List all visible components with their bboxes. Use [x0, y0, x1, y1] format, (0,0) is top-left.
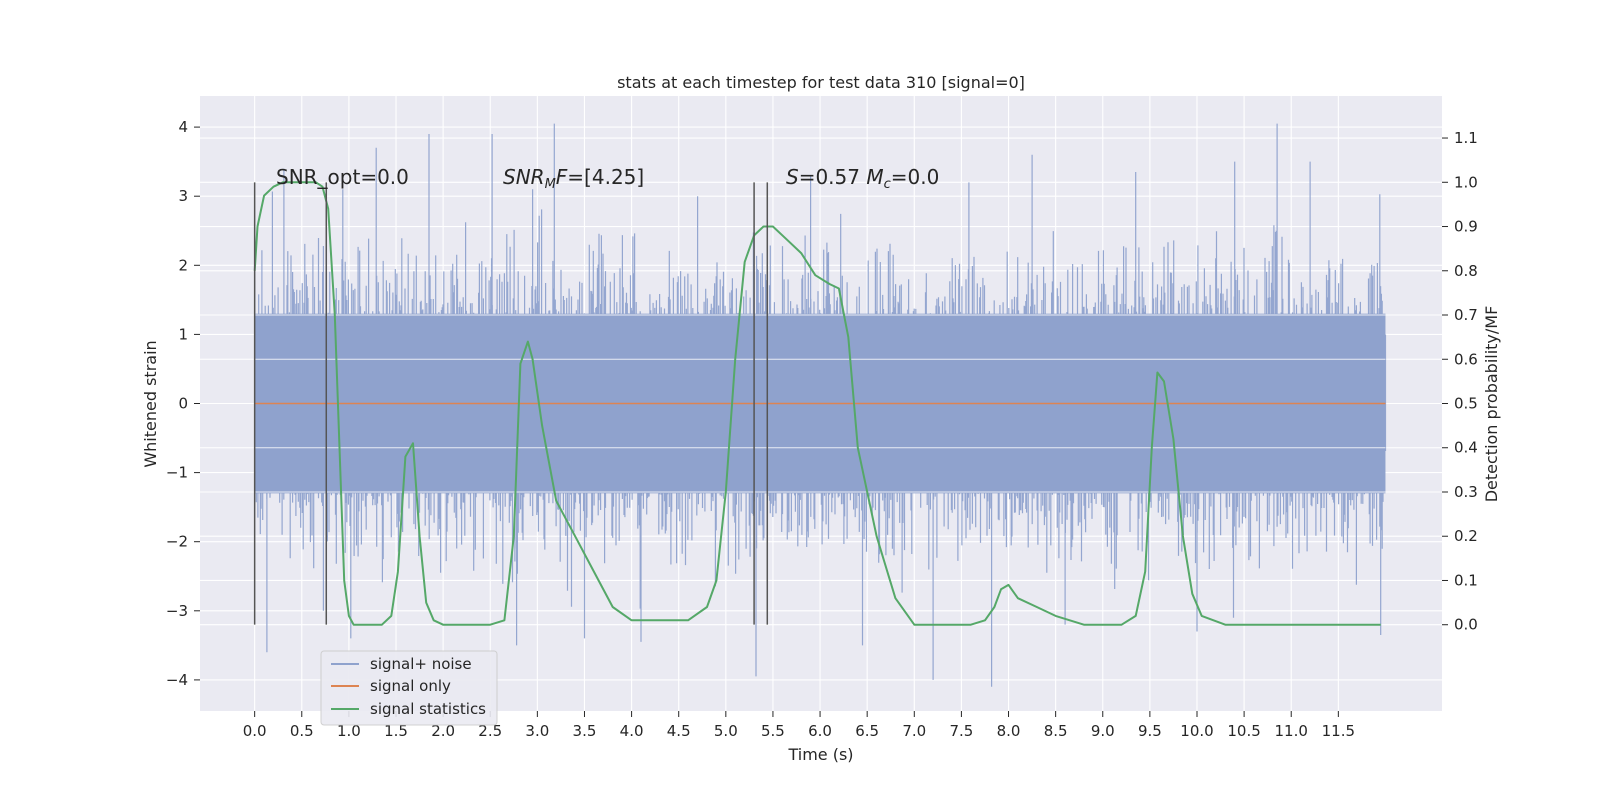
y-axis-label: Whitened strain — [141, 340, 160, 467]
x-tick-label: 3.0 — [525, 722, 549, 740]
signal-statistics-series — [253, 181, 1381, 626]
x-tick-label: 5.5 — [761, 722, 785, 740]
x-tick-label: 1.0 — [337, 722, 361, 740]
y-tick-label: 0 — [178, 395, 188, 413]
x-tick-label: 1.5 — [384, 722, 408, 740]
y2-tick-label: 0.5 — [1454, 395, 1478, 413]
annotation-snr-opt: SNR_opt=0.0 — [276, 165, 409, 189]
x-axis-label: Time (s) — [787, 745, 853, 764]
y2-tick-label: 0.4 — [1454, 439, 1478, 457]
annotation-s-mc: S=0.57 Mc=0.0 — [786, 165, 939, 192]
y-tick-label: −2 — [166, 533, 188, 551]
x-tick-label: 4.0 — [620, 722, 644, 740]
x-tick-label: 7.0 — [902, 722, 926, 740]
y-tick-label: −4 — [166, 671, 188, 689]
x-tick-label: 9.0 — [1091, 722, 1115, 740]
y2-tick-label: 0.8 — [1454, 262, 1478, 280]
y2-tick-label: 0.9 — [1454, 218, 1478, 236]
x-tick-label: 4.5 — [667, 722, 691, 740]
y2-tick-label: 0.2 — [1454, 527, 1478, 545]
y2-tick-label: 0.0 — [1454, 616, 1478, 634]
y-tick-label: 3 — [178, 187, 188, 205]
x-tick-label: 0.5 — [290, 722, 314, 740]
x-tick-label: 8.5 — [1044, 722, 1068, 740]
y-axis-ticks: −4 −3 −2 −1 0 1 2 3 4 — [166, 118, 200, 689]
y2-tick-label: 0.3 — [1454, 483, 1478, 501]
signal-statistics-line — [253, 181, 1381, 626]
x-axis-ticks: 0.0 0.5 1.0 1.5 2.0 2.5 3.0 3.5 4.0 4.5 5.0 5.5 6.0 6… — [243, 711, 1355, 740]
x-tick-label: 3.5 — [573, 722, 597, 740]
legend-label-signal-noise: signal+ noise — [370, 655, 472, 673]
legend-label-signal-statistics: signal statistics — [370, 700, 486, 718]
y-tick-label: 4 — [178, 118, 188, 136]
x-tick-label: 7.5 — [949, 722, 973, 740]
legend: signal+ noise signal only signal statist… — [320, 650, 498, 726]
y-tick-label: −1 — [166, 464, 188, 482]
chart-title: stats at each timestep for test data 310… — [617, 73, 1025, 92]
legend-box — [320, 650, 498, 726]
x-tick-label: 8.0 — [997, 722, 1021, 740]
x-tick-label: 10.5 — [1227, 722, 1260, 740]
y2-tick-label: 0.6 — [1454, 350, 1478, 368]
x-tick-label: 11.5 — [1322, 722, 1355, 740]
x-tick-label: 6.0 — [808, 722, 832, 740]
y2-axis-ticks: 0.0 0.1 0.2 0.3 0.4 0.5 0.6 0.7 0.8 0.9 1.0 1.1 — [1442, 129, 1478, 634]
x-tick-label: 6.5 — [855, 722, 879, 740]
legend-label-signal-only: signal only — [370, 677, 451, 695]
y2-tick-label: 0.7 — [1454, 306, 1478, 324]
y2-tick-label: 1.0 — [1454, 173, 1478, 191]
x-tick-label: 9.5 — [1138, 722, 1162, 740]
y2-tick-label: 0.1 — [1454, 571, 1478, 589]
y-tick-label: 1 — [178, 325, 188, 343]
x-tick-label: 0.0 — [243, 722, 267, 740]
x-tick-label: 11.0 — [1275, 722, 1308, 740]
y-tick-label: 2 — [178, 256, 188, 274]
y-tick-label: −3 — [166, 602, 188, 620]
y2-tick-label: 1.1 — [1454, 129, 1478, 147]
y2-axis-label: Detection probability/MF — [1482, 306, 1501, 503]
annotation-snr-mf: SNRMF=[4.25] — [503, 165, 644, 192]
x-tick-label: 5.0 — [714, 722, 738, 740]
vertical-markers — [253, 182, 769, 625]
x-tick-label: 2.0 — [431, 722, 455, 740]
x-tick-label: 10.0 — [1180, 722, 1213, 740]
x-tick-label: 2.5 — [478, 722, 502, 740]
